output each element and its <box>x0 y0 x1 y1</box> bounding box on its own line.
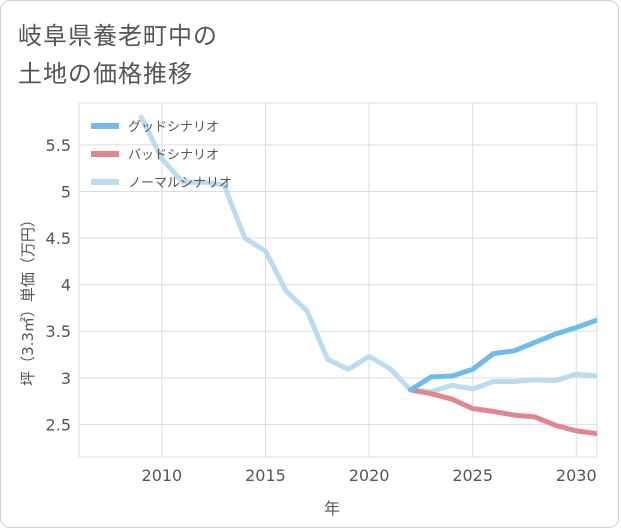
legend-label-0[interactable]: グッドシナリオ <box>128 120 219 135</box>
x-axis-ticks: 2010 2015 2020 2025 2030 <box>142 466 597 485</box>
y-axis-ticks: 2.5 3 3.5 4 4.5 5 5.5 <box>46 136 71 434</box>
y-tick-label: 4.5 <box>46 229 71 248</box>
chart-title-line-2: 土地の価格推移 <box>18 60 193 88</box>
y-tick-label: 3 <box>61 369 71 388</box>
y-tick-label: 2.5 <box>46 415 71 434</box>
x-tick-label: 2010 <box>142 466 183 485</box>
data-series-lines <box>138 114 597 437</box>
y-tick-label: 3.5 <box>46 322 71 341</box>
x-tick-label: 2030 <box>556 466 597 485</box>
x-tick-label: 2025 <box>452 466 493 485</box>
plot-frame <box>78 102 598 458</box>
series-line-1 <box>408 387 597 437</box>
y-axis-label: 坪（3.3㎡）単価（万円） <box>19 212 37 386</box>
chart-title-line-1: 岐阜県養老町中の <box>18 22 218 50</box>
legend-label-2[interactable]: ノーマルシナリオ <box>128 176 232 191</box>
series-line-0 <box>408 317 597 393</box>
legend-label-1[interactable]: バッドシナリオ <box>128 148 219 163</box>
x-tick-label: 2015 <box>245 466 286 485</box>
y-tick-label: 5.5 <box>46 136 71 155</box>
y-tick-label: 4 <box>61 276 71 295</box>
y-tick-label: 5 <box>61 183 71 202</box>
x-tick-label: 2020 <box>349 466 390 485</box>
series-line-2 <box>138 114 597 395</box>
grid-lines <box>78 102 598 458</box>
x-axis-label: 年 <box>324 499 340 518</box>
